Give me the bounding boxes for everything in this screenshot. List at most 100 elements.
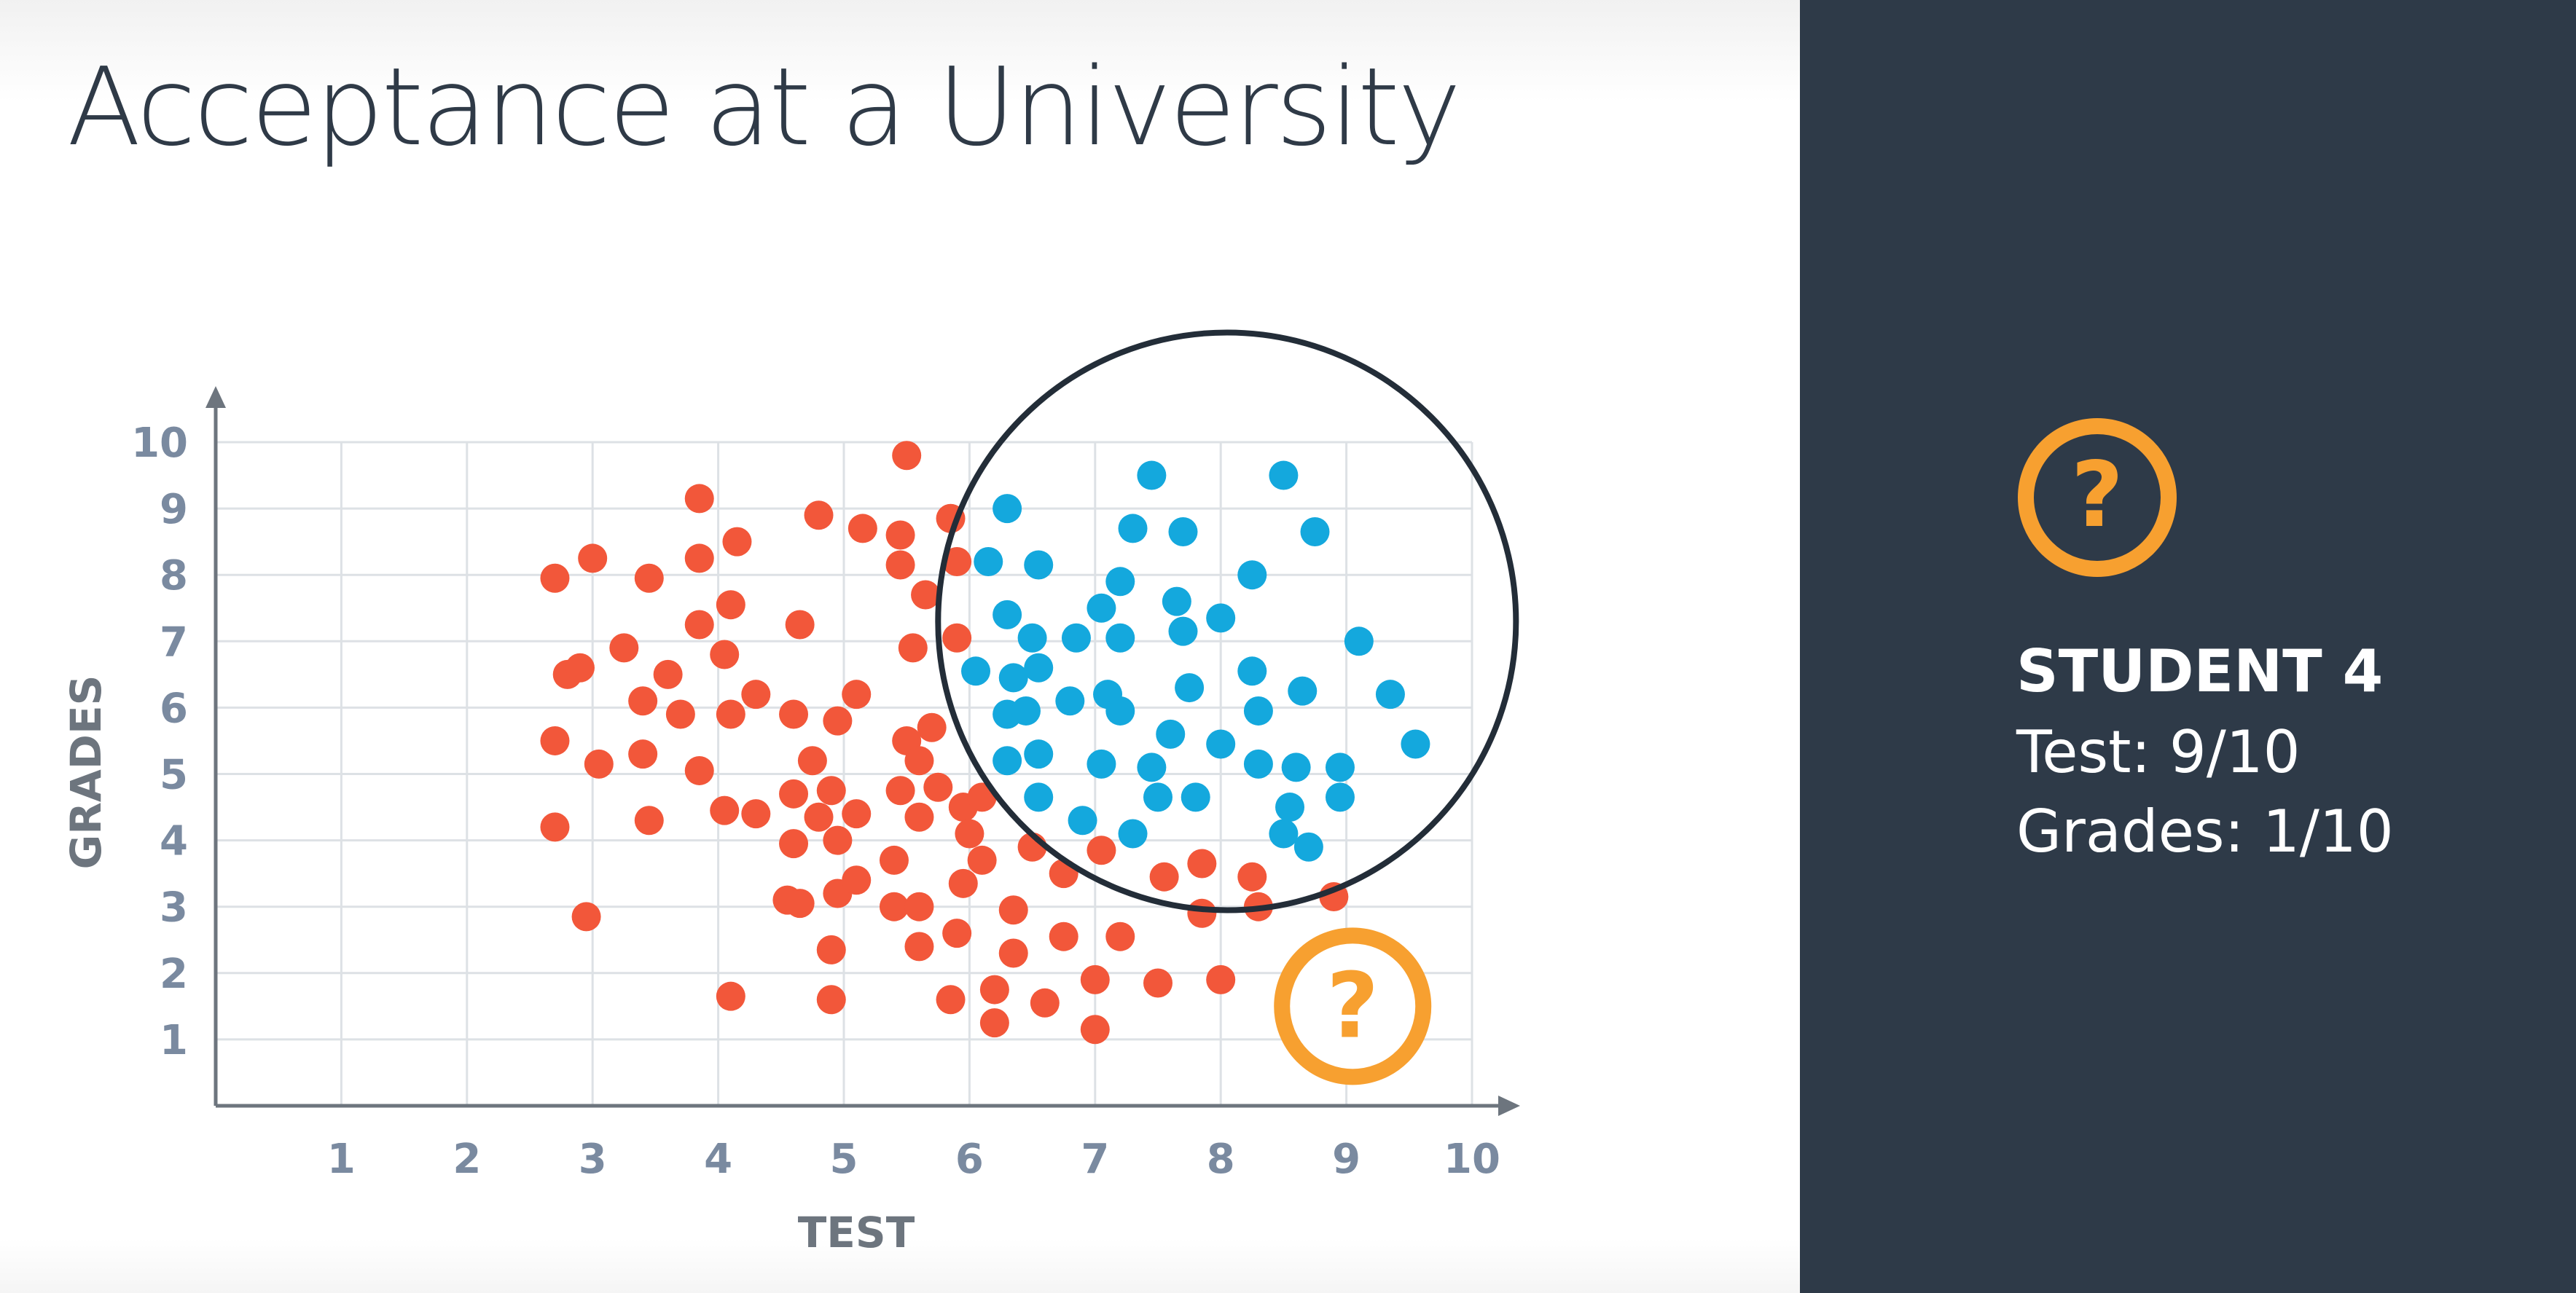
y-tick-label: 5 [160, 752, 188, 799]
point-accepted [1325, 752, 1355, 782]
x-tick-label: 7 [1081, 1136, 1109, 1183]
point-accepted [1068, 806, 1097, 836]
point-accepted [1300, 516, 1330, 546]
x-tick-label: 2 [453, 1136, 481, 1183]
point-rejected [797, 746, 827, 776]
point-accepted [1401, 729, 1430, 759]
point-rejected [779, 699, 809, 729]
point-rejected [1206, 964, 1236, 994]
point-accepted [1269, 819, 1299, 849]
point-rejected [998, 938, 1028, 968]
question-icon: ? [2018, 418, 2177, 577]
scatter-chart: 1 2 3 4 5 6 7 8 9 10 1 2 3 4 5 6 7 8 9 10 ? TEST GRADES [61, 329, 1520, 1257]
point-rejected [710, 640, 740, 669]
point-rejected [540, 726, 570, 755]
point-accepted [1344, 626, 1374, 656]
point-rejected [1080, 1015, 1110, 1045]
point-rejected [823, 706, 853, 736]
point-accepted [974, 546, 1003, 576]
point-rejected [898, 633, 928, 663]
svg-text:?: ? [2071, 443, 2123, 548]
point-rejected [710, 795, 740, 825]
y-tick-label: 9 [160, 486, 188, 533]
point-rejected [1187, 849, 1217, 879]
point-rejected [904, 892, 934, 921]
point-accepted [1055, 686, 1085, 716]
point-rejected [1237, 862, 1267, 892]
point-rejected [823, 825, 853, 855]
point-rejected [609, 633, 639, 663]
y-tick-label: 10 [131, 420, 188, 467]
point-rejected [716, 981, 745, 1011]
y-tick-label: 1 [160, 1017, 188, 1064]
x-axis-label: TEST [798, 1208, 915, 1257]
point-accepted [1105, 567, 1135, 597]
x-tick-label: 10 [1444, 1136, 1500, 1183]
point-accepted [1011, 696, 1041, 726]
point-rejected [879, 892, 909, 921]
point-rejected [565, 653, 595, 683]
point-accepted [1375, 680, 1405, 710]
point-accepted [961, 656, 991, 686]
point-rejected [967, 845, 997, 875]
point-rejected [1143, 968, 1172, 998]
point-rejected [578, 543, 608, 573]
question-marker-icon: ? [1274, 927, 1432, 1085]
point-rejected [1149, 862, 1179, 892]
point-accepted [993, 746, 1022, 776]
point-rejected [1049, 921, 1078, 951]
point-rejected [885, 520, 915, 550]
point-accepted [1024, 782, 1054, 812]
point-rejected [1087, 836, 1116, 865]
question-marker-glyph: ? [1326, 954, 1379, 1058]
highlight-circle [935, 329, 1519, 913]
student-title: STUDENT 4 [2016, 637, 2384, 705]
point-rejected [684, 484, 714, 514]
point-accepted [1156, 719, 1186, 749]
point-rejected [540, 812, 570, 842]
point-rejected [979, 1008, 1009, 1038]
chart-grid [216, 441, 1473, 1106]
point-rejected [842, 865, 872, 895]
point-accepted [993, 600, 1022, 629]
point-rejected [816, 985, 846, 1015]
student-grades-score: Grades: 1/10 [2016, 798, 2394, 865]
point-rejected [998, 895, 1028, 925]
point-rejected [722, 527, 752, 557]
point-rejected [892, 441, 922, 471]
point-accepted [1237, 656, 1267, 686]
point-accepted [1275, 793, 1305, 822]
point-rejected [628, 686, 658, 716]
point-rejected [584, 749, 614, 779]
point-accepted [1269, 460, 1299, 490]
point-rejected [885, 550, 915, 580]
point-accepted [1017, 623, 1047, 653]
point-rejected [942, 919, 972, 948]
chart-annotations: ? [935, 329, 1519, 1085]
point-accepted [1105, 623, 1135, 653]
point-rejected [1105, 921, 1135, 951]
point-rejected [785, 610, 815, 640]
point-rejected [904, 802, 934, 832]
point-rejected [847, 514, 877, 543]
y-tick-label: 7 [160, 618, 188, 666]
point-accepted [1118, 819, 1148, 849]
point-rejected [571, 902, 601, 932]
point-accepted [1137, 460, 1167, 490]
point-rejected [942, 546, 972, 576]
point-rejected [785, 889, 815, 919]
point-rejected [936, 985, 966, 1015]
point-accepted [998, 663, 1028, 693]
point-accepted [1281, 752, 1311, 782]
point-rejected [979, 975, 1009, 1005]
point-rejected [904, 746, 934, 776]
point-rejected [917, 712, 947, 742]
point-rejected [948, 868, 978, 898]
point-accepted [1024, 739, 1054, 769]
x-axis-arrow [1498, 1096, 1520, 1116]
point-rejected [904, 932, 934, 962]
point-rejected [653, 659, 683, 689]
student-test-score: Test: 9/10 [2016, 718, 2301, 786]
x-tick-label: 6 [955, 1136, 984, 1183]
